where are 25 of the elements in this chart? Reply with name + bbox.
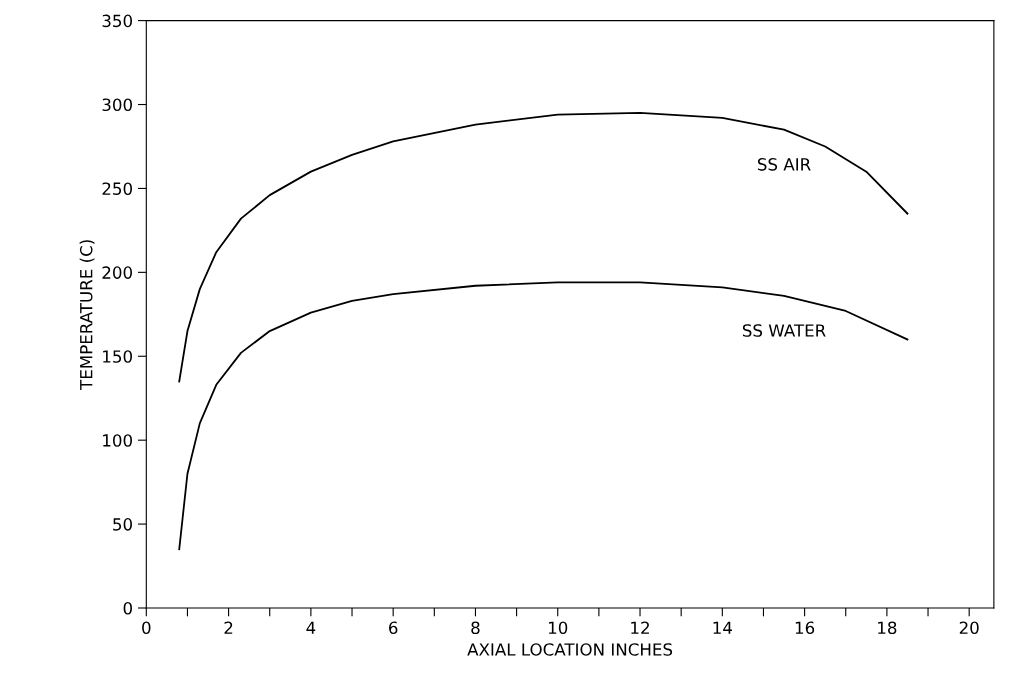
y-tick-label: 200 [102,266,132,279]
x-tick-label: 0 [142,621,151,635]
y-tick-label: 350 [102,14,132,28]
y-tick-label: 50 [113,518,132,531]
x-tick-label: 16 [795,621,815,635]
x-tick-label: 2 [224,621,233,634]
y-tick-label: 100 [103,434,132,447]
y-tick-label: 150 [103,350,132,363]
x-tick-label: 10 [548,621,568,635]
y-tick-label: 300 [102,98,132,112]
y-tick-label: 0 [123,601,132,615]
x-tick-label: 18 [878,621,897,635]
line-series [178,281,909,551]
x-axis-title: AXIAL LOCATION INCHES [467,643,673,656]
line-series [178,112,909,383]
x-tick-label: 6 [389,621,398,635]
y-tick-label: 250 [102,182,132,195]
x-tick-label: 20 [959,621,979,635]
x-tick-label: 4 [306,621,316,634]
x-tick-label: 8 [471,621,480,635]
series-label: SS WATER [742,324,826,337]
x-tick-label: 14 [713,621,732,634]
series-label: SS AIR [757,158,811,171]
x-tick-label: 12 [631,621,649,634]
y-axis-title: TEMPERATURE (C) [79,240,95,390]
